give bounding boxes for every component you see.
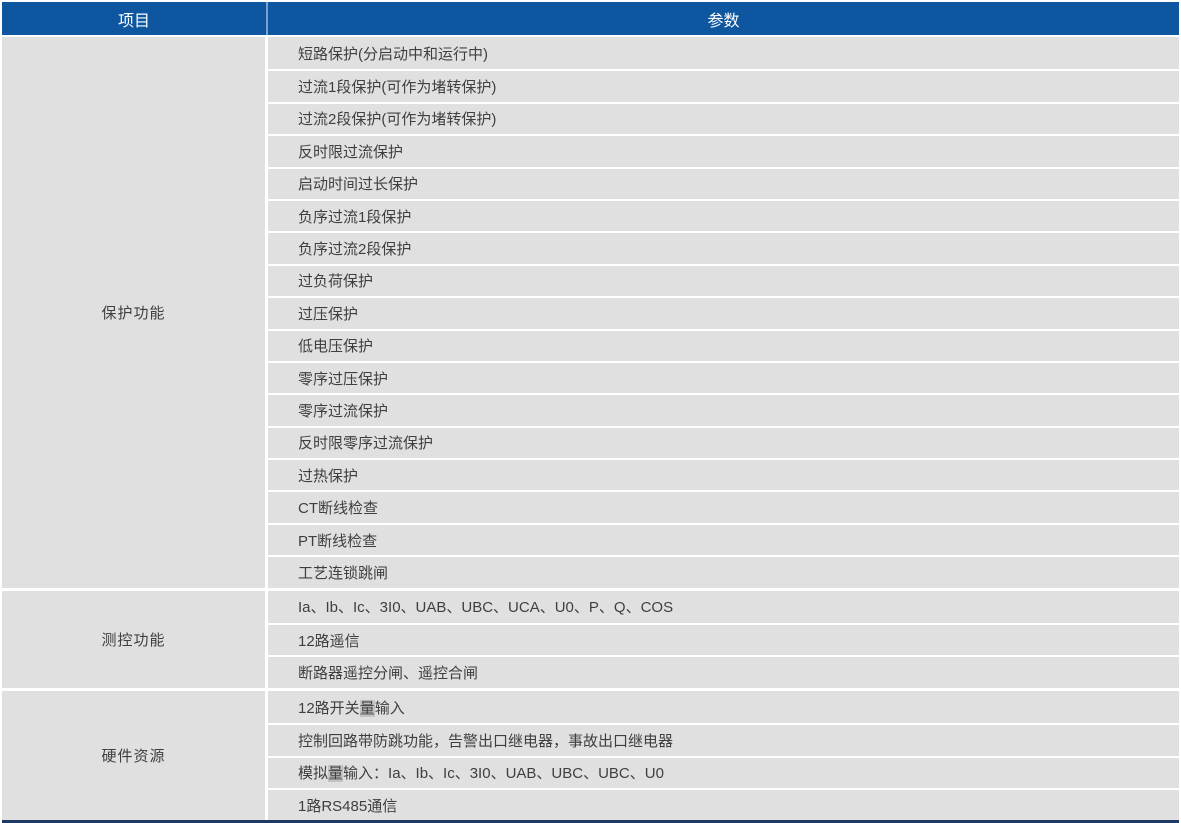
row-text: 工艺连锁跳闸: [298, 564, 389, 582]
search-highlight: 量: [359, 699, 375, 717]
group-rows: Ia、Ib、Ic、3I0、UAB、UBC、UCA、U0、P、Q、COS 12路遥信…: [268, 591, 1179, 688]
group-label: 硬件资源: [2, 690, 268, 821]
row-text: 1路RS485通信: [298, 797, 398, 815]
table-row: 过热保护: [268, 458, 1179, 490]
row-text: 控制回路带防跳功能，告警出口继电器，事故出口继电器: [298, 732, 674, 750]
table-body: 保护功能 短路保护(分启动中和运行中) 过流1段保护(可作为堵转保护) 过流2段保护(…: [2, 37, 1179, 821]
table-row: 过流1段保护(可作为堵转保护): [268, 69, 1179, 101]
search-highlight: 量: [328, 765, 344, 783]
group-label: 测控功能: [2, 590, 268, 688]
table-row: 负序过流1段保护: [268, 198, 1179, 231]
table-row: Ia、Ib、Ic、3I0、UAB、UBC、UCA、U0、P、Q、COS: [268, 591, 1179, 623]
table-row: 12路遥信: [268, 623, 1179, 655]
row-text: 过流1段保护(可作为堵转保护): [298, 79, 497, 97]
row-text: PT断线检查: [298, 532, 378, 550]
row-text: 反时限零序过流保护: [298, 435, 434, 453]
table-row: 过负荷保护: [268, 263, 1179, 296]
table-row: 低电压保护: [268, 328, 1179, 361]
row-text: 过流2段保护(可作为堵转保护): [298, 111, 497, 129]
row-text: 断路器遥控分闸、遥控合闸: [298, 665, 479, 683]
row-text: 零序过压保护: [298, 370, 389, 388]
table-row: 启动时间过长保护: [268, 166, 1179, 199]
table-row: 模拟量输入：Ia、Ib、Ic、3I0、UAB、UBC、UBC、U0: [268, 755, 1179, 788]
column-header-item: 项目: [2, 2, 268, 35]
table-group: 保护功能 短路保护(分启动中和运行中) 过流1段保护(可作为堵转保护) 过流2段保护(…: [2, 37, 1179, 588]
table-row: 过流2段保护(可作为堵转保护): [268, 101, 1179, 134]
table-row: PT断线检查: [268, 522, 1179, 555]
row-text: 模拟量输入：Ia、Ib、Ic、3I0、UAB、UBC、UBC、U0: [298, 765, 664, 783]
table-row: 过压保护: [268, 296, 1179, 328]
row-text: 过压保护: [298, 305, 359, 323]
row-text: 负序过流1段保护: [298, 208, 412, 226]
group-rows: 短路保护(分启动中和运行中) 过流1段保护(可作为堵转保护) 过流2段保护(可作为堵…: [268, 37, 1179, 588]
row-text: 短路保护(分启动中和运行中): [298, 45, 488, 63]
row-text: 12路开关量输入: [298, 699, 405, 717]
table-row: 零序过流保护: [268, 393, 1179, 425]
table-row: 断路器遥控分闸、遥控合闸: [268, 655, 1179, 687]
group-rows: 12路开关量输入控制回路带防跳功能，告警出口继电器，事故出口继电器 模拟量输入：I…: [268, 691, 1179, 821]
table-row: 短路保护(分启动中和运行中): [268, 37, 1179, 69]
table-row: 1路RS485通信: [268, 787, 1179, 820]
table-row: 控制回路带防跳功能，告警出口继电器，事故出口继电器: [268, 723, 1179, 755]
row-text: Ia、Ib、Ic、3I0、UAB、UBC、UCA、U0、P、Q、COS: [298, 599, 674, 617]
table-row: 反时限零序过流保护: [268, 425, 1179, 458]
column-header-param: 参数: [707, 12, 740, 30]
row-text: CT断线检查: [298, 500, 378, 518]
row-text: 过负荷保护: [298, 273, 374, 291]
table-row: 工艺连锁跳闸: [268, 555, 1179, 587]
row-text: 12路遥信: [298, 632, 360, 650]
row-text: 低电压保护: [298, 338, 374, 356]
row-text: 反时限过流保护: [298, 143, 404, 161]
table-header: 项目 参数: [2, 2, 1179, 37]
table-group: 测控功能 Ia、Ib、Ic、3I0、UAB、UBC、UCA、U0、P、Q、COS 1…: [2, 587, 1179, 688]
table-row: 反时限过流保护: [268, 134, 1179, 166]
table-row: CT断线检查: [268, 490, 1179, 522]
table-row: 12路开关量输入: [268, 691, 1179, 723]
row-text: 零序过流保护: [298, 402, 389, 420]
row-text: 启动时间过长保护: [298, 176, 419, 194]
table-row: 零序过压保护: [268, 360, 1179, 393]
table-row: 负序过流2段保护: [268, 231, 1179, 263]
row-text: 负序过流2段保护: [298, 241, 412, 259]
group-label: 保护功能: [2, 37, 268, 588]
table-group: 硬件资源 12路开关量输入 控制回路带防跳功能，告警出口继电器，事故出口继电器 模拟量…: [2, 687, 1179, 821]
row-text: 过热保护: [298, 467, 359, 485]
